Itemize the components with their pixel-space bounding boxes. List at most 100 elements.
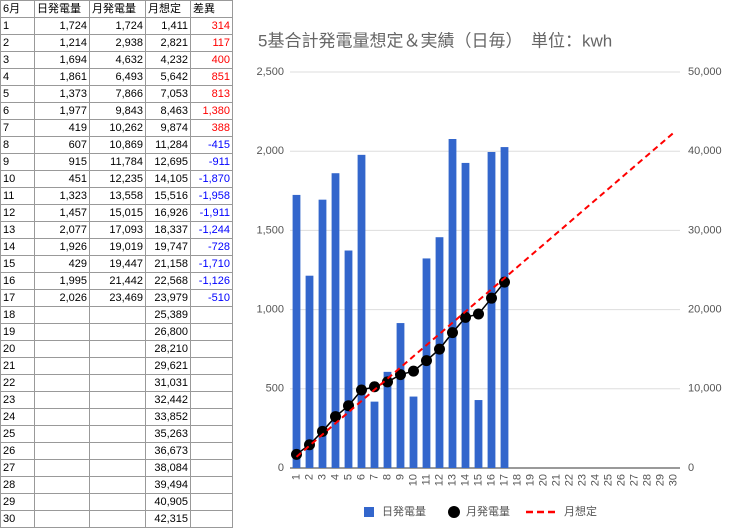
x-tick-label: 23 [576,474,588,486]
table-cell: 17 [0,289,35,307]
bar [318,199,327,468]
marker [447,327,458,339]
x-tick-label: 7 [368,474,380,480]
table-cell [89,510,146,528]
table-cell: 7 [0,119,35,137]
legend-label: 月発電量 [466,504,510,518]
table-cell: 16,926 [145,204,191,222]
table-cell: 13,558 [89,187,146,205]
legend-swatch [364,507,374,517]
table-cell [34,374,90,392]
table-row: 1 1,724 1,724 1,411 314 [0,17,233,35]
bar [396,323,405,468]
x-tick-label: 11 [420,474,432,485]
marker [421,355,432,367]
table-row: 12 1,457 15,015 16,926 -1,911 [0,204,233,222]
marker [291,448,302,460]
marker [486,292,497,304]
table-cell: 1,694 [34,51,90,69]
table-cell: -415 [190,136,233,154]
table-cell [34,323,90,341]
x-tick-label: 29 [654,474,666,486]
table-row: 25 35,263 [0,425,233,443]
table-row: 30 42,315 [0,510,233,528]
table-cell: 23 [0,391,35,409]
table-cell: 9,874 [145,119,191,137]
table-row: 7 419 10,262 9,874 388 [0,119,233,137]
table-cell: 1,214 [34,34,90,52]
table-cell: 117 [190,34,233,52]
table-cell: 10,869 [89,136,146,154]
table-cell [190,476,233,494]
table-cell: 1,724 [34,17,90,35]
marker [382,376,393,388]
table-cell [34,425,90,443]
table-cell [89,408,146,426]
table-cell: 14 [0,238,35,256]
table-row: 9 915 11,784 12,695 -911 [0,153,233,171]
table-cell: 28 [0,476,35,494]
table-cell: 915 [34,153,90,171]
table-cell: 1,995 [34,272,90,290]
legend-label: 日発電量 [382,504,426,518]
y-tick-label: 2,000 [256,145,284,157]
table-cell: -911 [190,153,233,171]
table-cell: 1,861 [34,68,90,86]
table-cell: 1,323 [34,187,90,205]
y2-tick-label: 50,000 [688,66,722,78]
table-cell: 4,632 [89,51,146,69]
x-tick-label: 8 [381,474,393,480]
table-cell: -510 [190,289,233,307]
table-cell: 6,493 [89,68,146,86]
table-cell: 21,158 [145,255,191,273]
table-cell: 451 [34,170,90,188]
table-cell: 36,673 [145,442,191,460]
table-cell: 12 [0,204,35,222]
table-cell [190,408,233,426]
table-cell [89,374,146,392]
table-cell: -728 [190,238,233,256]
table-cell: 13 [0,221,35,239]
table-row: 8 607 10,869 11,284 -415 [0,136,233,154]
y2-tick-label: 30,000 [688,224,722,236]
table-cell: 11,784 [89,153,146,171]
table-cell: 39,494 [145,476,191,494]
table-row: 5 1,373 7,866 7,053 813 [0,85,233,103]
table-cell [190,340,233,358]
table-cell: 6 [0,102,35,120]
table-cell [190,459,233,477]
chart-title: 5基合計発電量想定＆実績（日毎） 単位：kwh [258,31,612,50]
marker [395,369,406,381]
x-tick-label: 27 [628,474,640,486]
table-cell: 26,800 [145,323,191,341]
x-tick-label: 1 [290,474,302,480]
table-cell: 8 [0,136,35,154]
table-cell: 3 [0,51,35,69]
table-cell: 2,821 [145,34,191,52]
table-cell: 35,263 [145,425,191,443]
y-tick-label: 1,500 [256,224,284,236]
x-tick-label: 16 [485,474,497,486]
table-row: 29 40,905 [0,493,233,511]
table-cell [34,459,90,477]
table-cell: 27 [0,459,35,477]
table-cell: 20 [0,340,35,358]
bar [357,154,366,468]
bar [370,401,379,468]
x-tick-label: 24 [589,474,601,486]
y-tick-label: 1,000 [256,304,284,316]
table-cell: 1,373 [34,85,90,103]
x-tick-label: 25 [602,474,614,486]
marker [369,381,380,393]
table-row: 23 32,442 [0,391,233,409]
table-cell: 1,411 [145,17,191,35]
bar [487,151,496,468]
header-cell: 日発電量 [34,0,90,18]
x-tick-label: 12 [433,474,445,486]
table-cell: 2 [0,34,35,52]
marker [356,384,367,396]
bar [305,275,314,468]
table-cell: 28,210 [145,340,191,358]
data-table: 6月 日発電量 月発電量 月想定 差異 1 1,724 1,724 1,411 314 2 1,214… [0,0,233,528]
